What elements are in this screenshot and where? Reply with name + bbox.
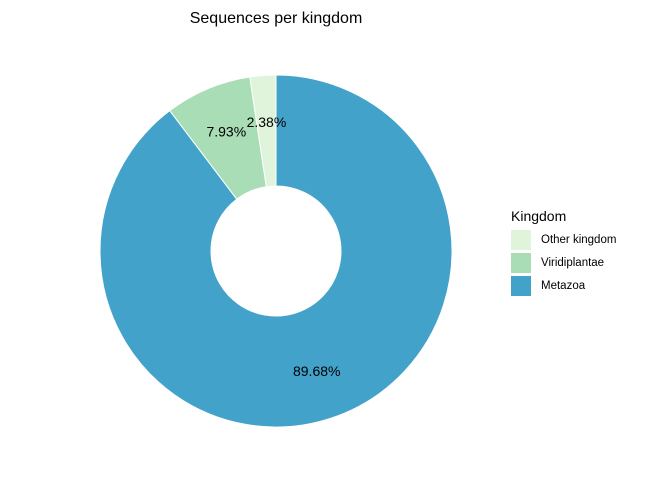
legend-key-other-kingdom <box>511 230 531 250</box>
slice-label-other-kingdom: 2.38% <box>247 114 287 130</box>
slice-other-kingdom <box>249 74 277 188</box>
donut-slices <box>99 74 453 428</box>
legend-key-metazoa <box>511 276 531 296</box>
legend-title: Kingdom <box>511 208 566 224</box>
slice-label-metazoa: 89.68% <box>293 363 340 379</box>
legend-label-viridiplantae: Viridiplantae <box>541 257 604 269</box>
slice-label-viridiplantae: 7.93% <box>206 124 246 140</box>
legend-items: Other kingdom Viridiplantae Metazoa <box>511 230 616 296</box>
slice-labels: 89.68% 7.93%2.38% <box>206 114 340 379</box>
chart-title: Sequences per kingdom <box>190 10 363 27</box>
legend-label-other-kingdom: Other kingdom <box>541 234 616 246</box>
legend-key-viridiplantae <box>511 253 531 273</box>
legend: Kingdom Other kingdom Viridiplantae Metazo… <box>511 208 616 296</box>
legend-label-metazoa: Metazoa <box>541 280 586 292</box>
slice-metazoa <box>99 74 453 428</box>
